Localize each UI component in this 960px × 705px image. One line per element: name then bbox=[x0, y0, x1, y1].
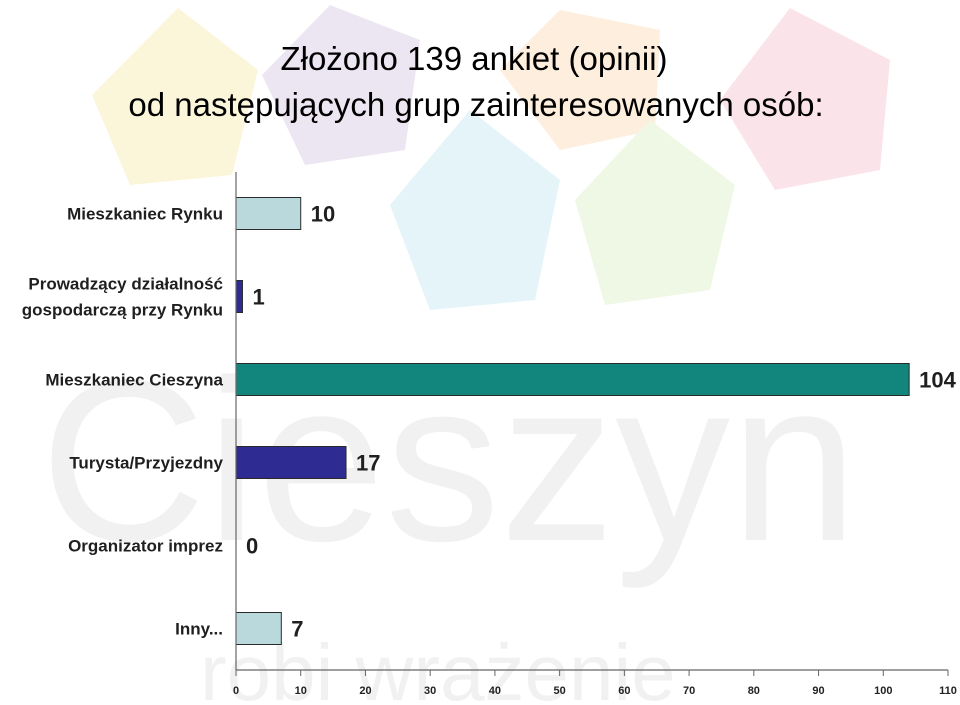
category-label-5: Inny... bbox=[175, 620, 223, 639]
category-labels: Mieszkaniec Rynku Prowadzący działalność g… bbox=[22, 205, 224, 639]
x-tick-label-6: 60 bbox=[618, 685, 630, 697]
value-label-1: 1 bbox=[252, 285, 264, 310]
pentagon-cyan bbox=[390, 110, 560, 310]
bar-1 bbox=[235, 280, 243, 313]
value-label-0: 10 bbox=[311, 202, 335, 227]
x-tick-label-0: 0 bbox=[233, 685, 239, 697]
value-labels: 10 1 104 17 0 7 bbox=[246, 202, 957, 642]
x-tick-label-3: 30 bbox=[424, 685, 436, 697]
page-title-line-1: Złożono 139 ankiet (opinii) bbox=[280, 40, 668, 77]
category-label-2: Mieszkaniec Cieszyna bbox=[45, 371, 223, 390]
bar-2 bbox=[235, 363, 910, 396]
x-tick-label-1: 10 bbox=[295, 685, 307, 697]
value-label-2: 104 bbox=[919, 368, 956, 393]
category-label-0: Mieszkaniec Rynku bbox=[67, 205, 223, 224]
value-label-3: 17 bbox=[356, 451, 380, 476]
pentagon-orange bbox=[500, 10, 660, 150]
value-label-4: 0 bbox=[246, 534, 258, 559]
value-label-5: 7 bbox=[291, 617, 303, 642]
page-title-line-2: od następujących grup zainteresowanych o… bbox=[128, 86, 824, 123]
pentagon-yellow bbox=[92, 8, 258, 185]
bar-5 bbox=[235, 612, 282, 645]
category-label-4: Organizator imprez bbox=[68, 537, 223, 556]
bar-3 bbox=[235, 446, 347, 479]
x-tick-label-4: 40 bbox=[489, 685, 501, 697]
pentagon-pink bbox=[720, 8, 890, 190]
pentagon-purple bbox=[262, 5, 420, 165]
x-tick-label-9: 90 bbox=[812, 685, 824, 697]
x-axis-ticks: 0 10 20 30 40 50 60 70 80 90 100 110 bbox=[233, 670, 957, 697]
x-tick-label-11: 110 bbox=[939, 685, 957, 697]
category-label-1-1: gospodarczą przy Rynku bbox=[22, 301, 223, 320]
bar-0 bbox=[235, 197, 302, 230]
x-tick-label-10: 100 bbox=[874, 685, 892, 697]
bars-group bbox=[235, 197, 910, 645]
category-label-3: Turysta/Przyjezdny bbox=[69, 454, 223, 473]
x-tick-label-5: 50 bbox=[554, 685, 566, 697]
x-tick-label-8: 80 bbox=[748, 685, 760, 697]
category-label-1-0: Prowadzący działalność bbox=[28, 275, 223, 294]
x-tick-label-2: 20 bbox=[359, 685, 371, 697]
x-tick-label-7: 70 bbox=[683, 685, 695, 697]
pentagon-green bbox=[575, 120, 735, 305]
